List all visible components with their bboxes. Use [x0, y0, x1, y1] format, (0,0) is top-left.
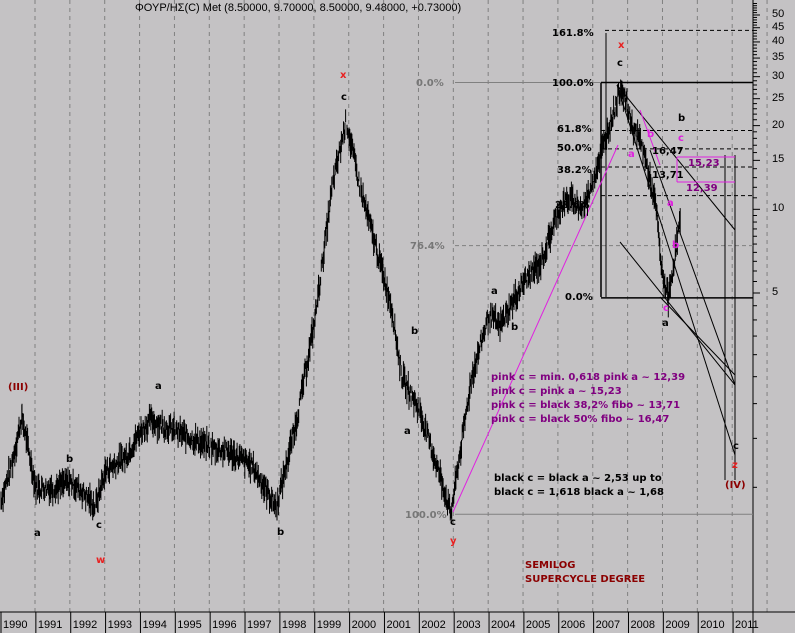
- x-tick-label: 2001: [386, 619, 411, 631]
- wave-z: z: [732, 460, 738, 471]
- price-label-1371: 13,71: [652, 170, 684, 181]
- wave-a: a: [155, 381, 162, 392]
- note-black-1: black c = black a ~ 2,53 up to: [494, 473, 662, 484]
- x-tick-label: 2000: [351, 619, 377, 631]
- x-tick-label: 2004: [491, 619, 516, 631]
- fib-left-76: 76.4%: [410, 241, 445, 252]
- x-tick-label: 2008: [630, 619, 655, 631]
- pink-wave-c: c: [678, 133, 684, 144]
- wave-b: b: [411, 326, 419, 337]
- wave-y: y: [450, 536, 457, 547]
- x-tick-label: 2005: [525, 619, 551, 631]
- wave-b: b: [511, 322, 519, 333]
- fib-right-100: 100.0%: [552, 78, 594, 89]
- wave-c: c: [96, 520, 102, 531]
- fib-right-0: 0.0%: [565, 292, 593, 303]
- x-tick-label: 1994: [142, 619, 167, 631]
- wave-c: c: [341, 92, 347, 103]
- x-tick-label: 1992: [72, 619, 98, 631]
- trend-line: [619, 241, 736, 386]
- wave-c: c: [733, 441, 739, 452]
- x-tick-label: 1990: [3, 619, 28, 631]
- x-tick-label: 1993: [107, 619, 133, 631]
- wave-iv: (IV): [725, 480, 746, 491]
- y-tick-label: 30: [772, 69, 785, 82]
- note-pink-4: pink c = black 50% fibo ~ 16,47: [491, 414, 670, 425]
- price-label-1647: 16,47: [652, 146, 684, 157]
- notes-degree: SEMILOG SUPERCYCLE DEGREE: [525, 559, 645, 587]
- y-tick-label: 20: [772, 118, 785, 131]
- note-semilog: SEMILOG: [525, 560, 576, 571]
- trend-line: [649, 149, 736, 386]
- fib-right-50: 50.0%: [557, 143, 592, 154]
- x-tick-label: 2002: [421, 619, 446, 631]
- x-tick-label: 1996: [212, 619, 237, 631]
- notes-pink: pink c = min. 0,618 pink a ~ 12,39 pink …: [491, 371, 685, 427]
- wave-b: b: [678, 113, 686, 124]
- price-label-1239: 12,39: [686, 183, 718, 194]
- wave-a: a: [404, 426, 411, 437]
- trend-line: [616, 84, 736, 231]
- pink-wave-b-2: b: [672, 240, 680, 251]
- note-pink-3: pink c = black 38,2% fibo ~ 13,71: [491, 400, 681, 411]
- y-tick-label: 35: [772, 51, 785, 64]
- y-tick-label: 5: [772, 286, 779, 298]
- fib-right-23: 23.6%: [555, 200, 590, 211]
- pink-wave-a: a: [628, 149, 635, 160]
- y-tick-label: 45: [772, 20, 785, 33]
- wave-b: b: [277, 527, 285, 538]
- note-supercycle: SUPERCYCLE DEGREE: [525, 574, 646, 585]
- wave-b: b: [66, 454, 74, 465]
- x-tick-label: 1997: [247, 619, 272, 631]
- y-tick-label: 50: [772, 8, 785, 20]
- x-tick-label: 2010: [700, 619, 725, 631]
- pink-wave-c-2: c: [663, 303, 669, 314]
- y-tick-label: 25: [772, 91, 785, 104]
- wave-a: a: [491, 286, 498, 297]
- wave-c: c: [450, 517, 456, 528]
- pink-wave-a-2: a: [667, 198, 674, 209]
- x-tick-label: 2007: [595, 619, 621, 631]
- trend-line: [659, 296, 736, 376]
- note-pink-1: pink c = min. 0,618 pink a ~ 12,39: [491, 372, 686, 383]
- pink-trend-line: [452, 144, 619, 513]
- x-tick-label: 1998: [281, 619, 307, 631]
- fib-right-61: 61.8%: [557, 124, 592, 135]
- wave-a: a: [662, 318, 669, 329]
- fib-left-100: 100.0%: [405, 510, 447, 521]
- x-tick-label: 1999: [316, 619, 342, 631]
- y-tick-label: 10: [772, 202, 785, 215]
- note-pink-2: pink c = pink a ~ 15,23: [491, 386, 622, 397]
- y-tick-label: 15: [772, 153, 785, 166]
- wave-x-2: x: [618, 40, 625, 51]
- wave-x: x: [340, 70, 347, 81]
- x-tick-label: 1995: [177, 619, 202, 631]
- fib-right-161: 161.8%: [552, 28, 594, 39]
- x-tick-label: 1991: [37, 619, 63, 631]
- chart-title: ΦΟΥΡ/ΗΣ(C) Met (8.50000, 9.70000, 8.5000…: [135, 2, 462, 14]
- wave-iii: (III): [8, 382, 29, 393]
- wave-a: a: [34, 528, 41, 539]
- pink-wave-line: [639, 109, 661, 166]
- x-tick-label: 2009: [665, 619, 690, 631]
- x-tick-label: 2011: [735, 619, 759, 631]
- note-black-2: black c = 1,618 black a ~ 1,68: [494, 487, 664, 498]
- x-tick-label: 2006: [560, 619, 586, 631]
- notes-black: black c = black a ~ 2,53 up to black c =…: [494, 472, 664, 500]
- fib-left-0: 0.0%: [416, 78, 444, 89]
- price-label-1523: 15,23: [688, 158, 720, 169]
- y-tick-label: 40: [772, 34, 785, 47]
- wave-c: c: [617, 58, 623, 69]
- fib-right-38: 38.2%: [557, 165, 592, 176]
- pink-wave-b: b: [647, 129, 655, 140]
- x-tick-label: 2003: [456, 619, 481, 631]
- wave-w: w: [96, 555, 106, 566]
